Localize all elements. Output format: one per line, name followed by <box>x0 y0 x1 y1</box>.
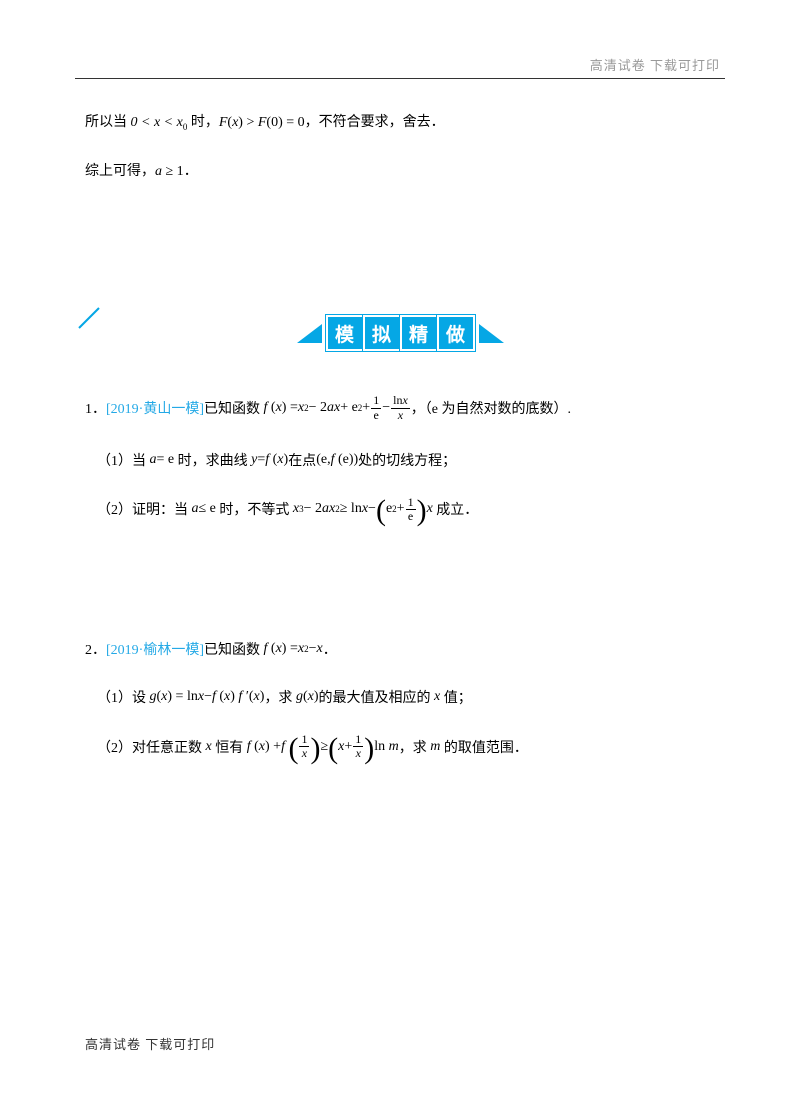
banner-char: 模 <box>326 315 364 351</box>
banner-char: 拟 <box>363 315 401 351</box>
corner-mark-icon <box>75 304 105 334</box>
q2-stem: 2．[2019·榆林一模]已知函数 f (x) = x2 − x． <box>85 639 715 659</box>
banner-triangle-right-icon <box>479 324 504 343</box>
section-banner: 模 拟 精 做 <box>85 314 715 354</box>
banner-triangle-left-icon <box>297 324 322 343</box>
q1-source: [2019·黄山一模] <box>106 398 204 418</box>
continuation-line-1: 所以当 0 < x < x0 时，F(x) > F(0) = 0，不符合要求，舍… <box>85 110 715 135</box>
q1-part1: （1）当 a = e 时，求曲线 y = f (x)在点(e, f (e))处的… <box>97 450 715 470</box>
q1-part2: （2）证明：当 a ≤ e 时，不等式 x3 − 2ax2 ≥ lnx − (e… <box>97 496 715 523</box>
banner-char: 做 <box>437 315 475 351</box>
q1-stem: 1．[2019·黄山一模]已知函数 f (x) = x2 − 2ax + e2 … <box>85 394 715 421</box>
header-text: 高清试卷 下载可打印 <box>590 55 720 74</box>
q2-part1: （1）设 g(x) = lnx − f (x) f ′(x)，求 g(x)的最大… <box>97 687 715 707</box>
header-rule <box>75 78 725 79</box>
q2-part2: （2）对任意正数 x 恒有 f (x) + f (1x) ≥ (x + 1x) … <box>97 733 715 760</box>
banner-char: 精 <box>400 315 438 351</box>
footer-text: 高清试卷 下载可打印 <box>85 1034 215 1053</box>
continuation-line-2: 综上可得，a ≥ 1． <box>85 159 715 184</box>
q2-source: [2019·榆林一模] <box>106 639 204 659</box>
content-area: 所以当 0 < x < x0 时，F(x) > F(0) = 0，不符合要求，舍… <box>85 110 715 787</box>
